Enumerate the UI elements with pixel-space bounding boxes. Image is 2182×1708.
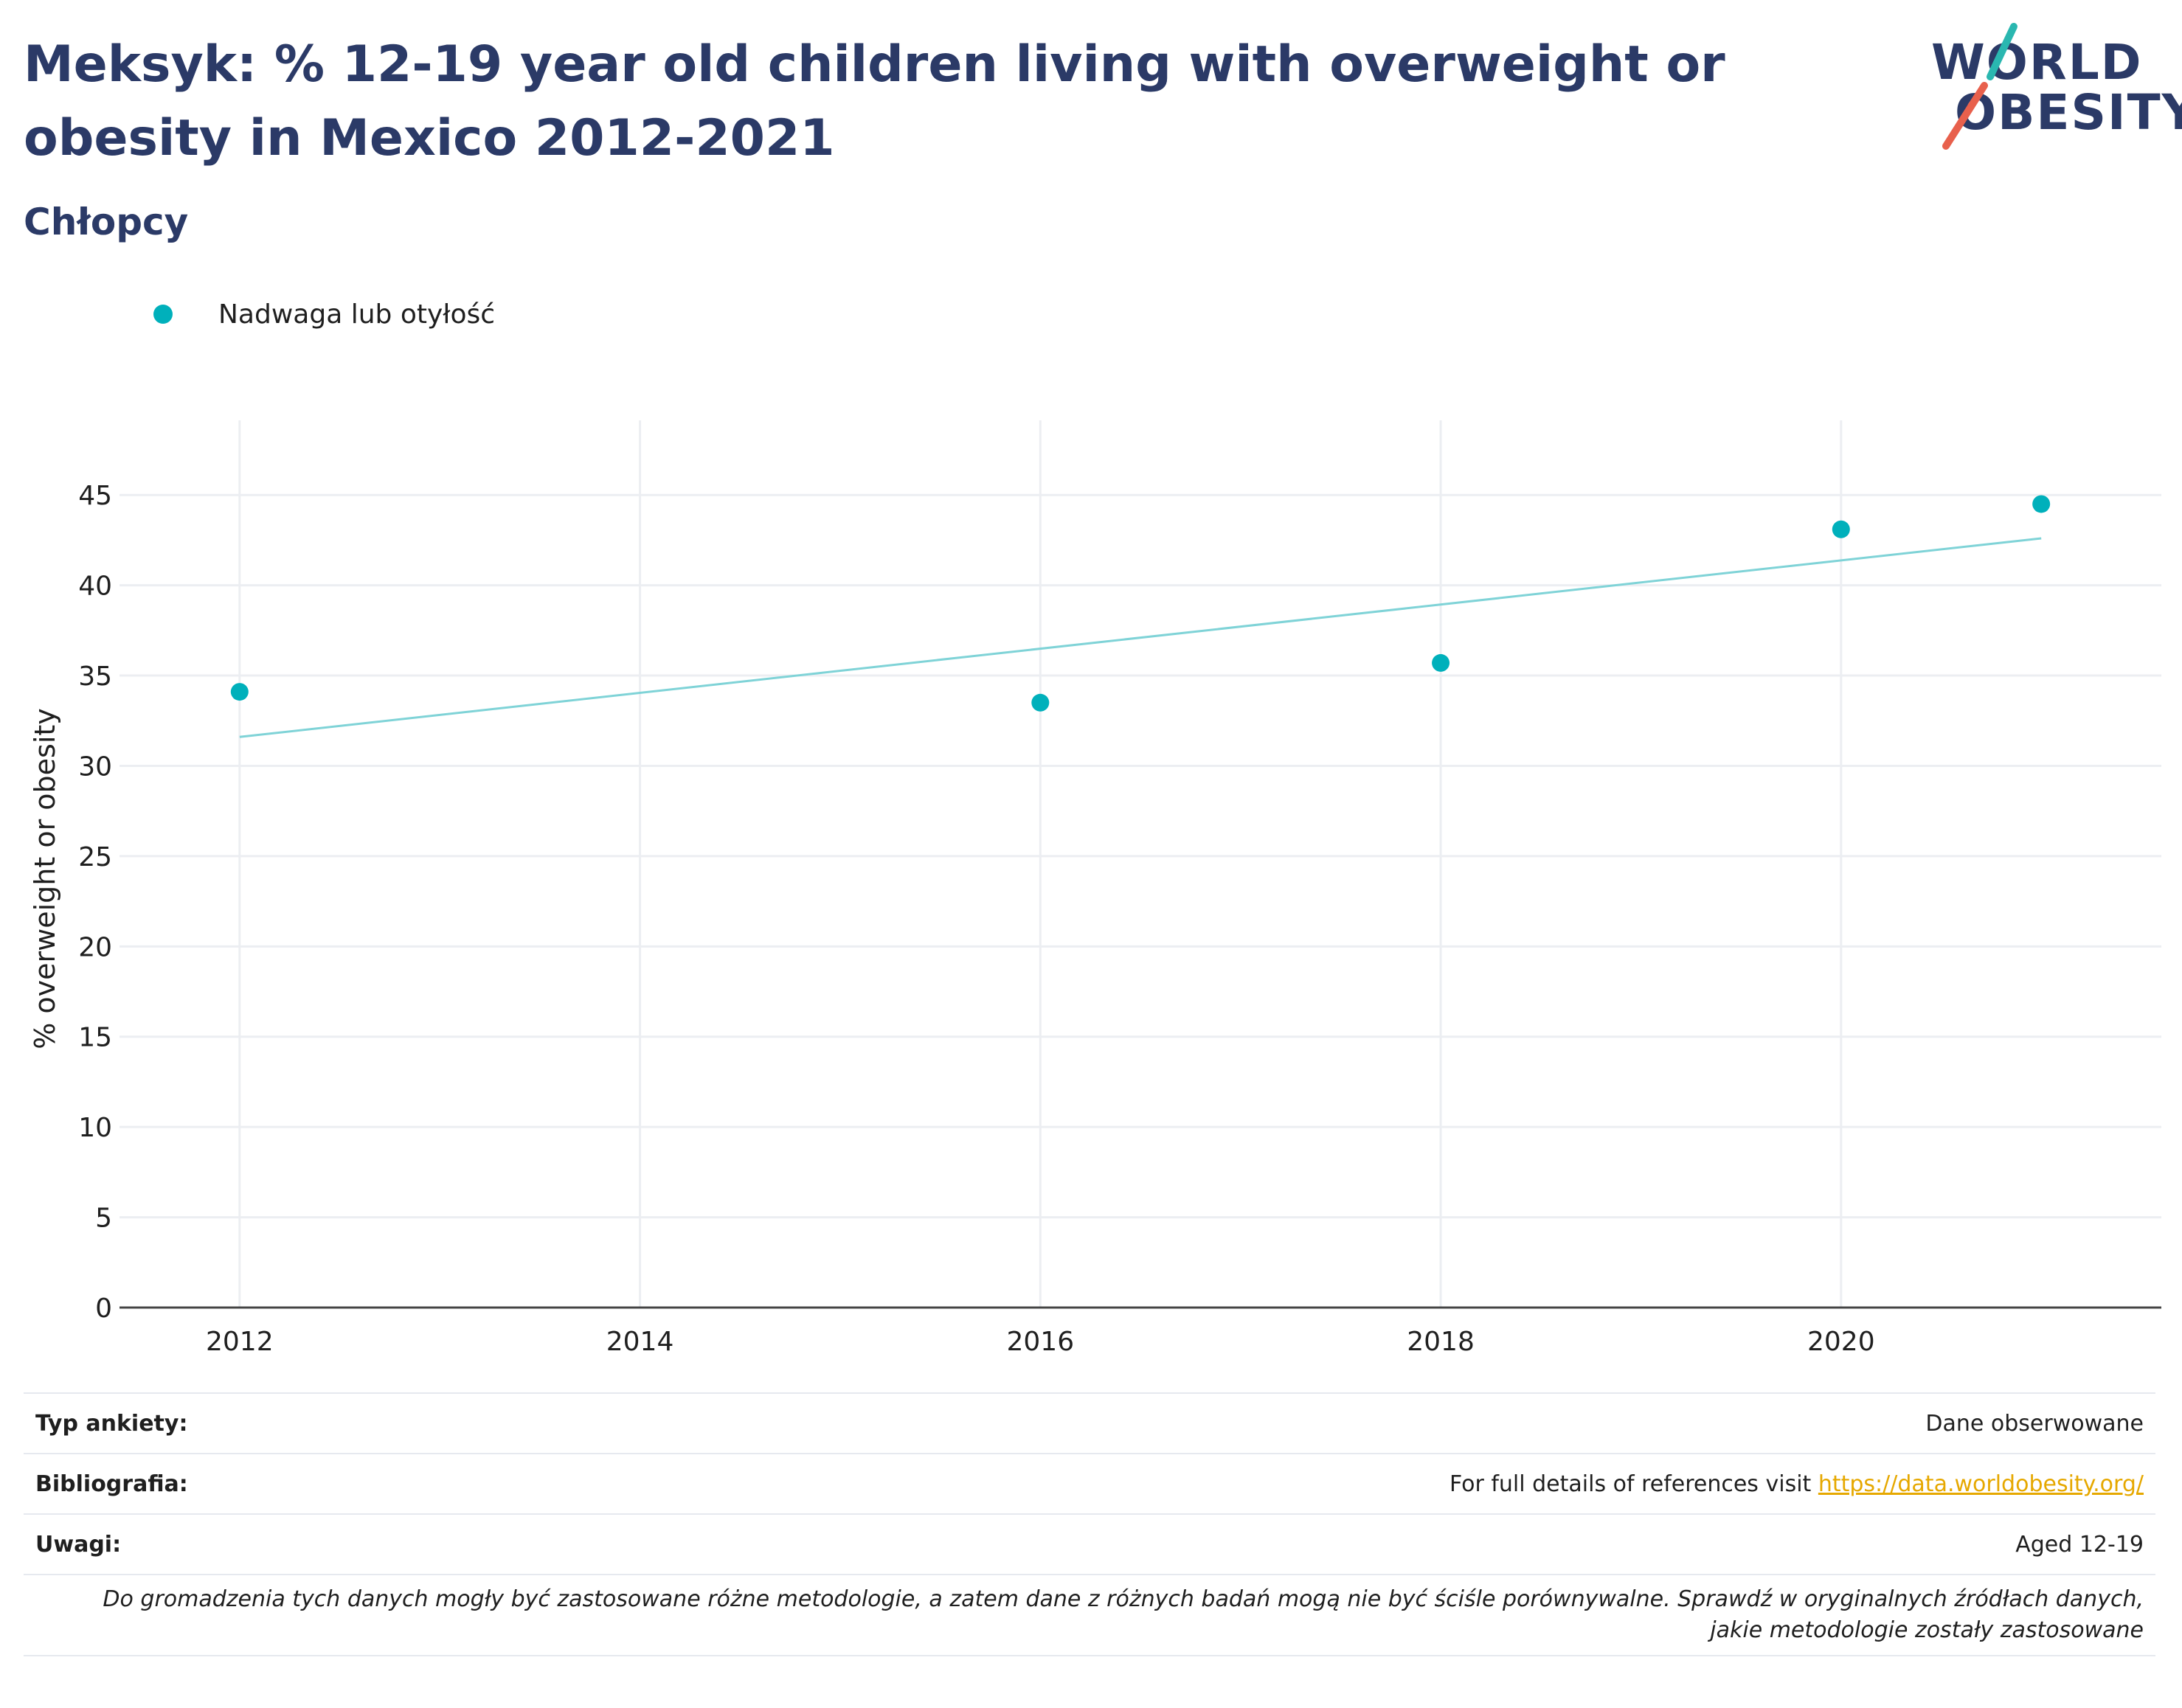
data-point[interactable]	[2032, 495, 2051, 513]
bibliography-label: Bibliografia:	[35, 1471, 188, 1497]
bibliography-link[interactable]: https://data.worldobesity.org/	[1818, 1471, 2144, 1497]
chart-legend[interactable]: Nadwaga lub otyłość	[153, 295, 495, 333]
y-tick-label: 35	[78, 662, 112, 692]
trend-line	[239, 537, 2042, 738]
legend-marker	[153, 305, 173, 324]
chart-title: Meksyk: % 12-19 year old children living…	[24, 35, 1725, 167]
y-axis-ticks: 0 5 10 15 20 25 30 35 40 45	[78, 481, 112, 1324]
logo-slash-icon	[1942, 23, 2018, 150]
y-tick-label: 30	[78, 751, 112, 782]
x-tick-label: 2020	[1807, 1327, 1875, 1357]
info-table: Typ ankiety: Dane obserwowane Bibliograf…	[24, 1392, 2155, 1656]
data-point[interactable]	[1432, 653, 1450, 672]
data-points	[230, 495, 2051, 712]
x-tick-label: 2018	[1407, 1327, 1475, 1357]
x-tick-label: 2014	[606, 1327, 674, 1357]
y-tick-label: 5	[95, 1204, 112, 1234]
bibliography-row: Bibliografia: For full details of refere…	[24, 1454, 2155, 1515]
y-tick-label: 0	[95, 1294, 112, 1324]
data-point[interactable]	[230, 683, 249, 701]
y-tick-label: 15	[78, 1023, 112, 1053]
x-tick-label: 2012	[206, 1327, 274, 1357]
notes-label: Uwagi:	[35, 1531, 122, 1558]
x-tick-label: 2016	[1007, 1327, 1075, 1357]
y-tick-label: 45	[78, 481, 112, 511]
world-obesity-logo: WORLD OBESITY	[1925, 21, 2182, 161]
notes-value: Aged 12-19	[2015, 1531, 2144, 1558]
survey-type-row: Typ ankiety: Dane obserwowane	[24, 1394, 2155, 1454]
y-tick-label: 25	[78, 842, 112, 872]
survey-type-label: Typ ankiety:	[35, 1410, 188, 1437]
y-tick-label: 40	[78, 572, 112, 602]
grid-lines	[120, 420, 2161, 1308]
x-axis-ticks: 2012 2014 2016 2018 2020	[206, 1327, 1875, 1357]
bibliography-text: For full details of references visit	[1449, 1471, 1818, 1497]
logo-text-obesity: OBESITY	[1955, 84, 2182, 141]
logo-text-world: WORLD	[1931, 34, 2143, 91]
y-axis-title: % overweight or obesity	[29, 708, 61, 1049]
methodology-disclaimer: Do gromadzenia tych danych mogły być zas…	[24, 1575, 2155, 1656]
notes-row: Uwagi: Aged 12-19	[24, 1515, 2155, 1575]
data-point[interactable]	[1832, 520, 1850, 538]
bibliography-value: For full details of references visit htt…	[1450, 1471, 2144, 1497]
chart-subtitle: Chłopcy	[24, 201, 189, 243]
trendline	[239, 537, 2042, 738]
scatter-chart: 2012 2014 2016 2018 2020 051015202530354045 …	[29, 420, 2161, 1357]
legend-label: Nadwaga lub otyłość	[218, 299, 496, 330]
y-tick-label: 20	[78, 932, 112, 962]
y-tick-label: 10	[78, 1113, 112, 1143]
data-point[interactable]	[1031, 693, 1050, 712]
survey-type-value: Dane obserwowane	[1925, 1410, 2144, 1437]
